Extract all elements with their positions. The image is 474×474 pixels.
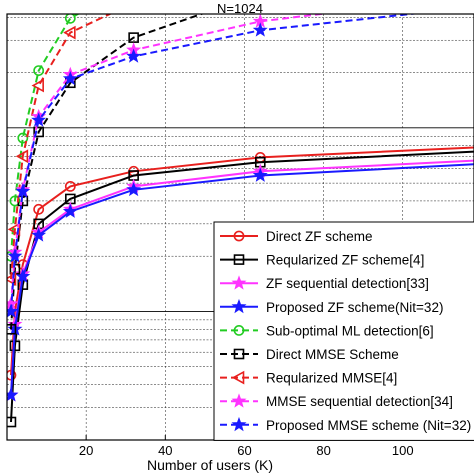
data-point [126,48,142,63]
x-axis: 20 40 60 80 100 [79,435,414,458]
x-tick-label: 40 [158,443,172,458]
data-point [33,126,44,138]
chart-title: N=1024 [217,1,263,16]
data-point [63,25,76,40]
series-7 [7,14,113,286]
series-line [10,146,474,376]
legend-marker [233,254,245,265]
legend-item: Proposed ZF scheme(Nit=32) [220,298,443,315]
series-9 [7,14,420,318]
data-point [128,32,139,43]
data-point [17,132,29,144]
series-line [10,163,474,396]
legend-marker [231,416,247,432]
legend-item: Reqularized MMSE[4] [220,371,397,386]
series-line [10,14,113,280]
legend-label: Sub-optimal ML detection[6] [266,323,434,338]
legend-item: Direct MMSE Scheme [220,347,399,362]
legend-item: Reqularized ZF scheme[4] [220,253,424,268]
data-point [126,181,142,197]
plot-area [7,14,474,428]
data-point [7,272,17,286]
legend-item: MMSE sequential detection[34] [220,393,453,409]
data-point [7,303,19,318]
legend-item: Sub-optimal ML detection[6] [220,323,434,338]
legend-marker [233,230,245,242]
data-point [33,65,45,77]
legend-label: Direct MMSE Scheme [266,347,399,362]
data-point [7,248,23,263]
series-line [10,150,474,423]
x-tick-label: 80 [316,443,330,458]
legend-marker [231,393,247,408]
legend-label: ZF sequential detection[33] [266,276,429,291]
data-point [7,222,21,237]
legend-label: Proposed ZF scheme(Nit=32) [266,300,443,315]
data-point [9,195,21,207]
series-line [10,14,80,257]
legend-marker [231,370,245,385]
legend-label: Direct ZF scheme [266,229,373,244]
legend-label: Reqularized ZF scheme[4] [266,253,424,268]
data-point [7,387,19,402]
series-layer [7,14,474,428]
legend-label: MMSE sequential detection[34] [266,394,453,409]
data-point [31,78,44,93]
x-axis-label: Number of users (K) [147,457,273,473]
data-point [7,416,17,428]
data-point [31,112,47,127]
data-point [252,22,268,37]
legend-marker [231,275,247,290]
data-point [62,203,78,218]
data-point [64,14,76,24]
data-point [64,180,76,192]
x-tick-label: 100 [392,443,414,458]
legend-label: Proposed MMSE scheme (Nit=32) [266,418,471,433]
data-point [33,203,45,215]
data-point [31,227,47,242]
data-point [252,167,268,182]
data-point [15,183,31,198]
series-line [10,14,330,304]
legend: Direct ZF scheme Reqularized ZF scheme[4]… [213,221,474,441]
legend-marker [233,324,245,336]
legend-item: ZF sequential detection[33] [220,275,429,291]
legend-marker [233,348,245,360]
data-point [7,323,17,335]
legend-item: Proposed MMSE scheme (Nit=32) [220,416,471,433]
data-point [15,149,29,164]
legend-item: Direct ZF scheme [220,229,373,244]
series-line [10,14,420,312]
legend-label: Reqularized MMSE[4] [266,371,397,386]
data-point [62,70,78,86]
x-tick-label: 60 [237,443,251,458]
x-tick-label: 20 [79,443,93,458]
legend-marker [231,298,247,314]
